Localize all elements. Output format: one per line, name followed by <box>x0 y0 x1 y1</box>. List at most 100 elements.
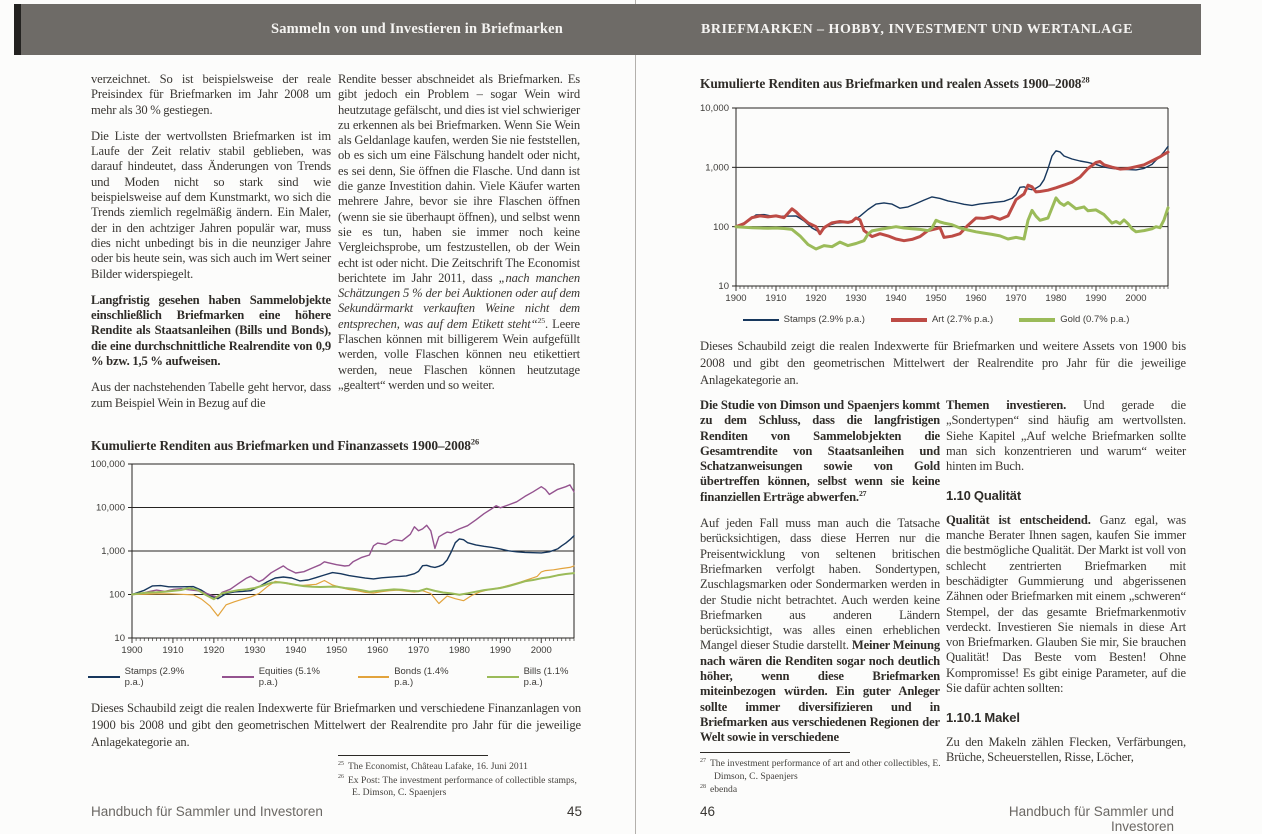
legend-label: Art (2.7% p.a.) <box>931 314 994 325</box>
paragraph: verzeichnet. So ist beispielsweise der r… <box>91 72 331 117</box>
left-page-footer-title: Handbuch für Sammler und Investoren <box>91 804 323 819</box>
svg-text:2000: 2000 <box>531 645 552 656</box>
legend-entry-art: Art (2.7% p.a.) <box>890 314 994 325</box>
paragraph: Aus der nachstehenden Tabelle geht hervo… <box>91 380 331 410</box>
svg-text:1910: 1910 <box>162 645 183 656</box>
footnote: 26 Ex Post: The investment performance of… <box>338 774 577 798</box>
legend-label: Bills (1.1% p.a.) <box>523 666 569 688</box>
left-page-column-1: verzeichnet. So ist beispielsweise der r… <box>91 72 331 411</box>
left-running-head: Sammeln von und Investieren in Briefmark… <box>270 21 564 37</box>
svg-text:1940: 1940 <box>885 293 906 304</box>
chart-finanzassets: 10 100 1,000 10,000 100,000 1900 1910 1920 1930 1… <box>88 456 582 688</box>
paragraph: Zu den Makeln zählen Flecken, Verfärbung… <box>946 734 1186 764</box>
svg-text:10: 10 <box>718 281 729 292</box>
svg-text:1990: 1990 <box>1085 293 1106 304</box>
legend-entry-stamps: Stamps (2.9% p.a.) <box>88 666 196 688</box>
paragraph: Themen investieren. Und gerade die „Sond… <box>946 398 1186 474</box>
svg-text:1,000: 1,000 <box>705 163 729 174</box>
svg-text:1900: 1900 <box>121 645 142 656</box>
footnote-ref-25: 25 <box>537 315 545 325</box>
paragraph: Qualität ist entscheidend. Ganz egal, wa… <box>946 512 1187 696</box>
right-page-header-bar: BRIEFMARKEN – HOBBY, INVESTMENT UND WERT… <box>646 4 1201 55</box>
legend-label: Bonds (1.4% p.a.) <box>394 666 449 688</box>
svg-text:1970: 1970 <box>408 645 429 656</box>
footnote: 25 The Economist, Château Lafake, 16. Jun… <box>338 760 528 772</box>
svg-text:1970: 1970 <box>1005 293 1026 304</box>
svg-text:1990: 1990 <box>490 645 511 656</box>
chart-reale-assets: 10 100 1,000 10,000 1900 1910 1920 1930 1940 1950… <box>696 98 1176 330</box>
footnote: 27 The investment performance of art and … <box>700 757 941 782</box>
legend-entry-equities: Equities (5.1% p.a.) <box>222 666 331 688</box>
left-chart-title: Kumulierte Renditen aus Briefmarken und … <box>91 437 480 453</box>
legend-label: Stamps (2.9% p.a.) <box>783 314 865 325</box>
left-chart-caption: Dieses Schaubild zeigt die realen Indexw… <box>91 701 581 749</box>
right-page-column-2: Themen investieren. Und gerade die „Sond… <box>946 398 1186 765</box>
legend-line-swatch <box>357 676 390 678</box>
svg-text:10,000: 10,000 <box>700 103 729 114</box>
footnote-ref-28: 28 <box>1081 75 1090 85</box>
quote-italic: „nach manchen Schätzungen 5 % der bei Au… <box>338 270 580 331</box>
footnote: 28 ebenda <box>700 783 738 795</box>
legend-label: Equities (5.1% p.a.) <box>258 666 320 688</box>
svg-text:2000: 2000 <box>1125 293 1146 304</box>
legend-label: Gold (0.7% p.a.) <box>1060 314 1130 325</box>
right-page-number: 46 <box>700 804 716 819</box>
legend-line-swatch <box>486 676 519 678</box>
right-page-footnotes: 27 The investment performance of art and … <box>700 752 946 798</box>
right-chart-caption: Dieses Schaubild zeigt die realen Indexw… <box>700 339 1186 387</box>
svg-text:1950: 1950 <box>925 293 946 304</box>
page-gutter-line <box>635 0 636 834</box>
svg-text:1960: 1960 <box>965 293 986 304</box>
legend-line-swatch <box>222 676 254 678</box>
svg-text:1,000: 1,000 <box>101 546 125 557</box>
svg-text:100,000: 100,000 <box>91 459 125 470</box>
svg-text:1940: 1940 <box>285 645 306 656</box>
legend-entry-bills: Bills (1.1% p.a.) <box>486 666 582 688</box>
legend-line-swatch <box>742 318 779 321</box>
svg-text:1910: 1910 <box>765 293 786 304</box>
legend-line-swatch <box>890 317 927 322</box>
left-page-number: 45 <box>566 804 582 819</box>
legend-line-swatch <box>88 676 120 678</box>
svg-text:10: 10 <box>114 633 125 644</box>
svg-text:100: 100 <box>109 590 125 601</box>
paragraph-bold: Langfristig gesehen haben Sammelobjekte … <box>91 292 331 369</box>
svg-text:1980: 1980 <box>1045 293 1066 304</box>
binding-shadow-left <box>14 4 21 55</box>
footnote-rule <box>700 752 850 753</box>
svg-text:1930: 1930 <box>244 645 265 656</box>
paragraph: Auf jeden Fall muss man auch die Tatsach… <box>700 516 940 745</box>
right-page-footer-title: Handbuch für Sammler und Investoren <box>1008 804 1174 834</box>
chart-svg: 10 100 1,000 10,000 1900 1910 1920 1930 1940 1950… <box>700 103 1170 304</box>
legend-entry-bonds: Bonds (1.4% p.a.) <box>357 666 461 688</box>
svg-text:1950: 1950 <box>326 645 347 656</box>
legend-label: Stamps (2.9% p.a.) <box>124 666 185 688</box>
right-running-head: BRIEFMARKEN – HOBBY, INVESTMENT UND WERT… <box>701 21 1133 37</box>
footnote-ref-26: 26 <box>470 437 480 447</box>
paragraph: Die Liste der wertvollsten Briefmarken i… <box>91 128 331 281</box>
legend-line-swatch <box>1019 317 1056 322</box>
footnote-ref-27: 27 <box>858 488 867 498</box>
section-heading-qualitaet: 1.10 Qualität <box>946 488 1022 504</box>
svg-text:1920: 1920 <box>805 293 826 304</box>
footnote-rule <box>338 755 488 756</box>
svg-text:100: 100 <box>713 222 729 233</box>
right-chart-title: Kumulierte Renditen aus Briefmarken und … <box>700 75 1090 91</box>
svg-text:1900: 1900 <box>725 293 746 304</box>
svg-text:1960: 1960 <box>367 645 388 656</box>
svg-text:10,000: 10,000 <box>96 503 125 514</box>
left-page-header-bar: Sammeln von und Investieren in Briefmark… <box>21 4 723 55</box>
legend-entry-stamps: Stamps (2.9% p.a.) <box>742 314 865 325</box>
chart-legend: Stamps (2.9% p.a.) Art (2.7% p.a.) Gold (0… <box>696 314 1176 325</box>
legend-entry-gold: Gold (0.7% p.a.) <box>1019 314 1129 325</box>
paragraph: Rendite besser abschneidet als Briefmark… <box>338 72 580 392</box>
svg-text:1980: 1980 <box>449 645 470 656</box>
svg-text:1930: 1930 <box>845 293 866 304</box>
left-page-column-2: Rendite besser abschneidet als Briefmark… <box>338 72 580 393</box>
left-page-footnotes: 25 The Economist, Château Lafake, 16. Jun… <box>338 755 582 801</box>
svg-text:1920: 1920 <box>203 645 224 656</box>
right-page-column-1: Die Studie von Dimson und Spaenjers komm… <box>700 398 940 746</box>
chart-legend: Stamps (2.9% p.a.) Equities (5.1% p.a.) Bo… <box>88 666 582 688</box>
paragraph-bold: Die Studie von Dimson und Spaenjers komm… <box>700 398 940 504</box>
section-heading-makel: 1.10.1 Makel <box>946 710 1020 726</box>
